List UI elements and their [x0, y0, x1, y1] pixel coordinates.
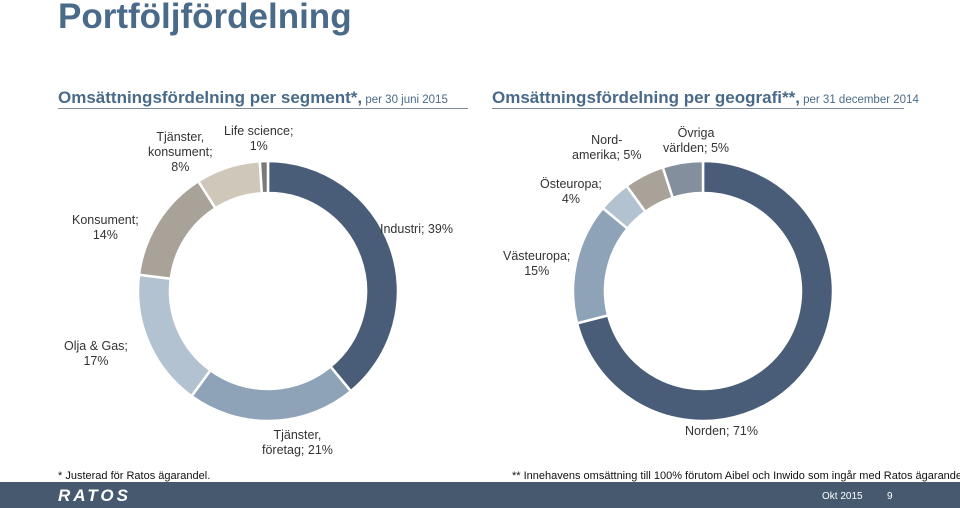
- footer-date: Okt 2015: [822, 491, 863, 502]
- footer-bar: [0, 482, 960, 508]
- footnote-geography: ** Innehavens omsättning till 100% förut…: [512, 470, 960, 482]
- segment-subtitle-date: per 30 juni 2015: [362, 94, 448, 106]
- segment-subtitle-main: Omsättningsfördelning per segment*,: [58, 88, 363, 107]
- geography-donut-chart: [571, 159, 835, 423]
- slice-label-tjanster-foretag: Tjänster, företag; 21%: [262, 428, 333, 457]
- segment-donut-chart: [136, 159, 400, 423]
- ratos-logo: RATOS: [58, 486, 131, 505]
- segment-chart-subtitle: Omsättningsfördelning per segment*, per …: [58, 88, 468, 109]
- slice-label-tjanster-konsument: Tjänster, konsument; 8%: [148, 130, 213, 174]
- slice-label-olja-gas: Olja & Gas; 17%: [64, 339, 128, 368]
- segment-slice-life-science: [258, 159, 270, 195]
- segment-slice-olja-gas: [136, 273, 213, 398]
- page-title: Portföljfördelning: [58, 0, 352, 36]
- geography-subtitle-main: Omsättningsfördelning per geografi**,: [492, 88, 800, 107]
- geography-slice--vriga-v-rlden: [661, 159, 705, 200]
- geography-slice-norden: [575, 159, 835, 423]
- slice-label-nordamerika: Nord- amerika; 5%: [572, 133, 642, 162]
- segment-slice-industri: [266, 159, 400, 393]
- segment-slice-tj-nster-f-retag: [189, 364, 353, 423]
- geography-chart-subtitle: Omsättningsfördelning per geografi**, pe…: [492, 88, 919, 109]
- slice-label-konsument: Konsument; 14%: [72, 213, 139, 242]
- segment-slice-konsument: [137, 179, 218, 281]
- geography-slice-v-steuropa: [571, 206, 630, 325]
- geography-subtitle-date: per 31 december 2014: [799, 94, 919, 106]
- footnote-segment: * Justerad för Ratos ägarandel.: [58, 470, 211, 482]
- slice-label-industri: Industri; 39%: [380, 222, 453, 236]
- page-number: 9: [887, 491, 893, 502]
- slice-label-ovriga-varlden: Övriga världen; 5%: [663, 126, 730, 155]
- slice-label-norden: Norden; 71%: [685, 424, 758, 438]
- slice-label-osteuropa: Östeuropa; 4%: [540, 177, 602, 206]
- slice-label-vasteuropa: Västeuropa; 15%: [503, 249, 571, 278]
- slice-label-life-science: Life science; 1%: [224, 124, 294, 153]
